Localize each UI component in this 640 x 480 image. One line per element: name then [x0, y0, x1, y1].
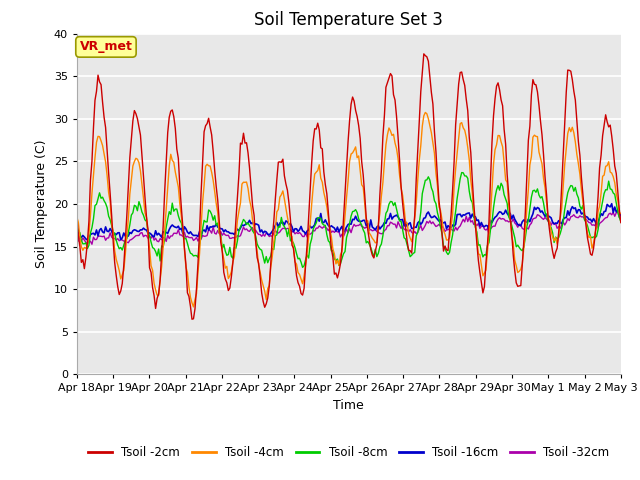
- Tsoil -4cm: [189, 304, 197, 310]
- Tsoil -2cm: [73, 212, 81, 218]
- Tsoil -16cm: [608, 201, 616, 206]
- Tsoil -8cm: [262, 253, 270, 259]
- Tsoil -16cm: [255, 222, 262, 228]
- Tsoil -8cm: [312, 220, 320, 226]
- Tsoil -32cm: [255, 232, 262, 238]
- Tsoil -4cm: [255, 262, 262, 268]
- Tsoil -8cm: [235, 228, 243, 233]
- Tsoil -32cm: [588, 222, 596, 228]
- Tsoil -8cm: [73, 223, 81, 229]
- Tsoil -32cm: [264, 231, 271, 237]
- Tsoil -4cm: [264, 286, 271, 291]
- Tsoil -4cm: [237, 200, 244, 206]
- Line: Tsoil -8cm: Tsoil -8cm: [77, 173, 621, 267]
- Tsoil -16cm: [84, 237, 92, 243]
- Line: Tsoil -16cm: Tsoil -16cm: [77, 204, 621, 240]
- Tsoil -32cm: [84, 242, 92, 248]
- Tsoil -2cm: [420, 51, 428, 57]
- Title: Soil Temperature Set 3: Soil Temperature Set 3: [254, 11, 444, 29]
- Tsoil -32cm: [141, 232, 149, 238]
- Line: Tsoil -2cm: Tsoil -2cm: [77, 54, 621, 319]
- Legend: Tsoil -2cm, Tsoil -4cm, Tsoil -8cm, Tsoil -16cm, Tsoil -32cm: Tsoil -2cm, Tsoil -4cm, Tsoil -8cm, Tsoi…: [84, 442, 614, 464]
- Tsoil -16cm: [73, 230, 81, 236]
- Tsoil -4cm: [589, 240, 597, 246]
- Tsoil -32cm: [237, 233, 244, 239]
- Tsoil -4cm: [140, 195, 147, 201]
- Tsoil -8cm: [253, 241, 261, 247]
- Tsoil -2cm: [264, 295, 271, 301]
- Tsoil -16cm: [312, 216, 320, 221]
- Y-axis label: Soil Temperature (C): Soil Temperature (C): [35, 140, 48, 268]
- Tsoil -4cm: [73, 214, 81, 220]
- Line: Tsoil -4cm: Tsoil -4cm: [77, 112, 621, 307]
- Tsoil -2cm: [188, 316, 196, 322]
- Tsoil -16cm: [141, 227, 149, 232]
- Tsoil -2cm: [237, 140, 244, 146]
- Tsoil -8cm: [458, 170, 465, 176]
- Text: VR_met: VR_met: [79, 40, 132, 53]
- Tsoil -4cm: [617, 210, 625, 216]
- Tsoil -8cm: [299, 264, 307, 270]
- Tsoil -32cm: [617, 215, 625, 221]
- Tsoil -2cm: [255, 261, 262, 266]
- Tsoil -4cm: [422, 109, 429, 115]
- Tsoil -4cm: [312, 169, 320, 175]
- Tsoil -2cm: [589, 246, 597, 252]
- Tsoil -32cm: [73, 237, 81, 243]
- Line: Tsoil -32cm: Tsoil -32cm: [77, 212, 621, 245]
- Tsoil -2cm: [617, 220, 625, 226]
- X-axis label: Time: Time: [333, 399, 364, 412]
- Tsoil -2cm: [140, 173, 147, 179]
- Tsoil -8cm: [589, 234, 597, 240]
- Tsoil -8cm: [617, 218, 625, 224]
- Tsoil -16cm: [264, 231, 271, 237]
- Tsoil -16cm: [588, 219, 596, 225]
- Tsoil -16cm: [237, 225, 244, 231]
- Tsoil -32cm: [312, 225, 320, 231]
- Tsoil -32cm: [614, 209, 621, 215]
- Tsoil -8cm: [140, 212, 147, 218]
- Tsoil -16cm: [617, 213, 625, 219]
- Tsoil -2cm: [312, 126, 320, 132]
